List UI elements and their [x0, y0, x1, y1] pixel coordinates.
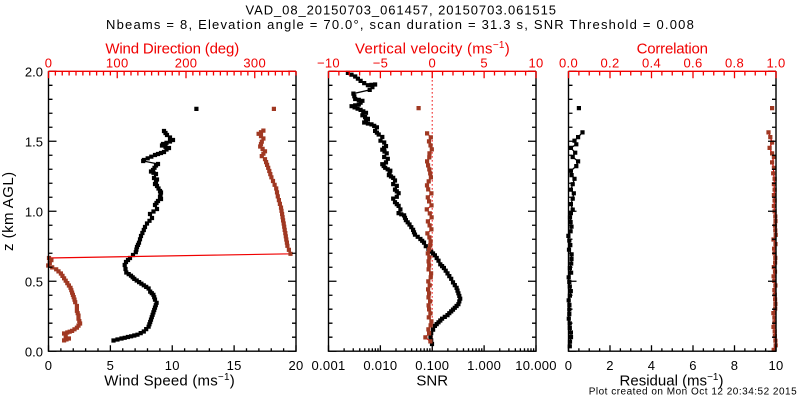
svg-text:10: 10 [528, 56, 543, 71]
svg-text:4: 4 [648, 358, 656, 373]
svg-text:0.0: 0.0 [559, 56, 578, 71]
svg-text:Wind Speed (ms−1): Wind Speed (ms−1) [104, 372, 235, 390]
svg-text:0.2: 0.2 [601, 56, 620, 71]
svg-text:Vertical velocity (ms−1): Vertical velocity (ms−1) [355, 40, 510, 58]
svg-text:5: 5 [107, 358, 115, 373]
svg-text:10: 10 [165, 358, 180, 373]
svg-text:Nbeams = 8, Elevation angle =: Nbeams = 8, Elevation angle = 70.0°, sca… [106, 17, 695, 32]
svg-text:0.4: 0.4 [642, 56, 661, 71]
svg-text:1.0: 1.0 [25, 205, 43, 220]
svg-text:0.100: 0.100 [415, 358, 449, 373]
svg-text:6: 6 [689, 358, 697, 373]
svg-text:Correlation: Correlation [637, 40, 708, 57]
svg-text:0: 0 [428, 56, 436, 71]
svg-text:2.0: 2.0 [25, 65, 43, 80]
svg-text:z (km AGL): z (km AGL) [0, 171, 17, 251]
svg-text:10.000: 10.000 [515, 358, 557, 373]
svg-text:100: 100 [106, 56, 129, 71]
svg-text:−5: −5 [373, 56, 388, 71]
svg-text:0.001: 0.001 [311, 358, 345, 373]
svg-text:5: 5 [480, 56, 488, 71]
svg-text:0.8: 0.8 [725, 56, 744, 71]
svg-text:SNR: SNR [416, 373, 448, 390]
svg-text:1.5: 1.5 [25, 135, 43, 150]
svg-text:0: 0 [565, 358, 573, 373]
svg-text:1.000: 1.000 [467, 358, 501, 373]
svg-text:Residual (ms−1): Residual (ms−1) [620, 372, 724, 390]
svg-text:0: 0 [45, 358, 53, 373]
svg-text:0.5: 0.5 [25, 275, 43, 290]
svg-text:200: 200 [175, 56, 198, 71]
svg-text:300: 300 [243, 56, 266, 71]
svg-text:0.0: 0.0 [25, 345, 43, 360]
svg-text:10: 10 [768, 358, 783, 373]
svg-text:0: 0 [45, 56, 53, 71]
svg-text:8: 8 [731, 358, 739, 373]
svg-text:15: 15 [227, 358, 242, 373]
svg-text:Wind Direction (deg): Wind Direction (deg) [105, 40, 239, 57]
svg-text:2: 2 [606, 358, 614, 373]
svg-text:−10: −10 [317, 56, 340, 71]
svg-text:0.6: 0.6 [684, 56, 703, 71]
svg-text:0.010: 0.010 [363, 358, 397, 373]
svg-text:Plot created on Mon Oct 12 20:: Plot created on Mon Oct 12 20:34:52 2015 [589, 387, 797, 398]
svg-text:1.0: 1.0 [767, 56, 786, 71]
svg-text:VAD_08_20150703_061457, 201507: VAD_08_20150703_061457, 20150703.061515 [245, 2, 556, 17]
svg-text:20: 20 [288, 358, 303, 373]
